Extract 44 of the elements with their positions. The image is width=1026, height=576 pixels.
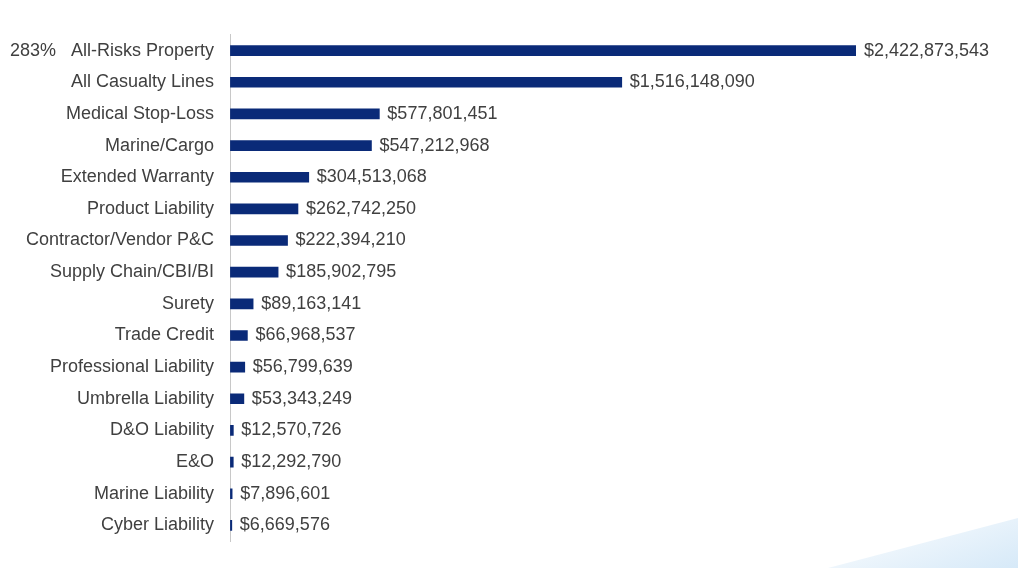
bar — [230, 45, 856, 56]
bar — [230, 108, 380, 120]
bar — [230, 393, 245, 405]
y-tick-label: Marine Liability — [94, 482, 215, 503]
y-tick-label: All Casualty Lines — [71, 71, 215, 92]
y-tick-label: Marine/Cargo — [105, 134, 215, 155]
data-label: $66,968,537 — [255, 324, 356, 345]
data-label: $12,570,726 — [241, 419, 342, 440]
data-label: $185,902,795 — [286, 261, 397, 282]
y-tick-label: Trade Credit — [114, 324, 215, 345]
bar — [230, 330, 248, 341]
data-label: $1,516,148,090 — [629, 71, 755, 92]
bar — [230, 266, 279, 278]
bar — [230, 76, 623, 88]
data-label: $7,896,601 — [240, 482, 331, 503]
data-label: $2,422,873,543 — [864, 39, 990, 60]
data-label: $547,212,968 — [379, 134, 490, 155]
data-label: $56,799,639 — [252, 356, 353, 377]
y-tick-label: Extended Warranty — [60, 166, 215, 187]
data-label: $6,669,576 — [239, 514, 330, 535]
y-tick-label: Medical Stop-Loss — [66, 102, 215, 123]
data-label: $53,343,249 — [251, 387, 352, 408]
bar — [230, 298, 254, 310]
data-label: $304,513,068 — [316, 166, 427, 187]
y-tick-label: Professional Liability — [50, 356, 215, 377]
y-tick-label: Umbrella Liability — [77, 387, 215, 408]
data-label: $222,394,210 — [295, 229, 406, 250]
bar — [230, 171, 310, 183]
bar — [230, 203, 299, 215]
y-tick-label: Contractor/Vendor P&C — [25, 229, 215, 250]
bar — [230, 140, 372, 151]
bar — [230, 235, 288, 246]
y-tick-label: Product Liability — [87, 197, 215, 218]
y-tick-label: Surety — [162, 292, 215, 313]
y-tick-label: D&O Liability — [110, 419, 215, 440]
y-tick-label: All-Risks Property — [71, 39, 215, 60]
data-label: $262,742,250 — [305, 197, 417, 218]
data-label: $89,163,141 — [261, 292, 362, 313]
y-tick-label: E&O — [176, 451, 215, 472]
data-label: $12,292,790 — [241, 451, 342, 472]
y-tick-label: Cyber Liability — [101, 514, 215, 535]
y-tick-label: Supply Chain/CBI/BI — [50, 261, 215, 282]
text: 283% — [10, 39, 57, 60]
data-label: $577,801,451 — [387, 102, 498, 123]
